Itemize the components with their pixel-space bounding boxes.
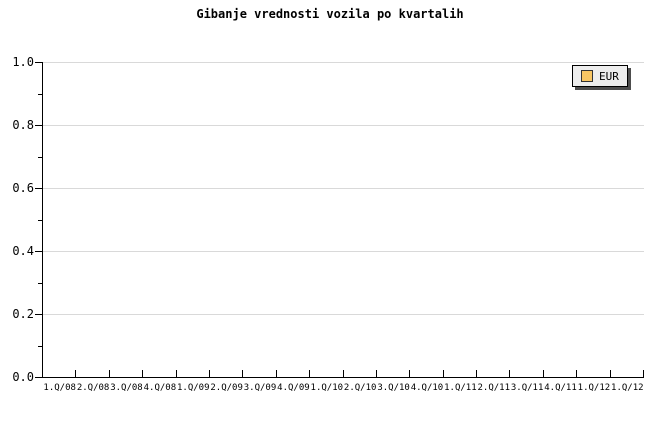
- y-axis-tick-label: 0.2: [12, 307, 34, 321]
- x-axis-tick-label: 1.Q/12: [577, 383, 611, 393]
- y-axis-tick-label: 1.0: [12, 55, 34, 69]
- legend-label-eur: EUR: [599, 69, 619, 83]
- x-axis-tick: [442, 370, 444, 377]
- y-gridline: [43, 314, 644, 315]
- x-axis-tick: [108, 370, 110, 377]
- x-axis-tick: [409, 370, 411, 377]
- x-axis-tick-label: 2.Q/08: [76, 383, 110, 393]
- x-axis-tick-label: 3.Q/10: [377, 383, 410, 393]
- legend: EUR: [572, 65, 628, 87]
- x-axis-tick: [208, 370, 210, 377]
- y-gridline: [43, 188, 644, 189]
- x-axis-tick: [643, 370, 644, 377]
- x-axis-tick-label: 1.Q/10: [310, 383, 344, 393]
- x-axis-tick-label: 3.Q/08: [110, 383, 143, 393]
- x-axis-tick: [142, 370, 144, 377]
- plot-area: 0.0 0.2 0.4 0.6 0.8 1.0 1.Q/08 2.Q/08 3.Q/08 4.Q/…: [12, 56, 644, 393]
- y-gridline: [43, 62, 644, 63]
- x-axis-tick-label: 1.Q/09: [176, 383, 210, 393]
- x-axis-tick-label: 3.Q/09: [243, 383, 277, 393]
- y-axis-minor-tick: [38, 282, 43, 284]
- y-axis-minor-tick: [38, 345, 43, 347]
- y-axis-major-tick: [35, 188, 43, 189]
- y-axis-major-tick: [35, 62, 43, 63]
- y-axis-major-tick: [35, 314, 43, 315]
- x-axis-tick-label: 3.Q/11: [510, 383, 544, 393]
- y-gridline: [43, 251, 644, 252]
- x-axis-tick: [542, 370, 544, 377]
- y-axis-minor-tick: [38, 156, 43, 158]
- x-axis-tick: [375, 370, 377, 377]
- x-axis-tick: [275, 370, 277, 377]
- x-axis-tick-label: 1.Q/11: [444, 383, 477, 393]
- x-axis-tick: [242, 370, 244, 377]
- y-axis-minor-tick: [38, 219, 43, 221]
- x-axis-tick-label: 1.Q/08: [43, 383, 76, 393]
- x-axis-tick: [609, 370, 611, 377]
- y-axis-tick-label: 0.4: [12, 244, 34, 258]
- x-axis-tick-label: 2.Q/11: [477, 383, 511, 393]
- x-axis-tick-label: 4.Q/10: [410, 383, 444, 393]
- y-axis-major-tick: [35, 125, 43, 126]
- x-axis-tick-label: 2.Q/10: [343, 383, 377, 393]
- x-axis-tick: [476, 370, 478, 377]
- x-axis-tick: [342, 370, 344, 377]
- y-axis-minor-tick: [38, 93, 43, 95]
- y-gridline: [43, 125, 644, 126]
- x-axis-tick-label: 4.Q/08: [143, 383, 177, 393]
- x-axis-tick-label: 2.Q/09: [210, 383, 243, 393]
- eur-series-swatch-icon: [581, 70, 593, 82]
- y-axis-major-tick: [35, 251, 43, 252]
- x-axis-tick: [75, 370, 77, 377]
- y-axis-tick-label: 0.6: [12, 181, 34, 195]
- y-axis-tick-label: 0.0: [12, 370, 34, 384]
- x-axis-tick: [309, 370, 311, 377]
- x-axis-tick: [175, 370, 177, 377]
- y-axis-major-tick: [35, 377, 43, 378]
- x-axis-tick-label: 4.Q/09: [277, 383, 310, 393]
- x-axis-tick: [576, 370, 578, 377]
- y-axis-tick-label: 0.8: [12, 118, 34, 132]
- x-axis-tick-label: 4.Q/11: [544, 383, 577, 393]
- x-axis-tick-label: 1.Q/12: [611, 383, 644, 393]
- x-axis-tick: [509, 370, 511, 377]
- chart-title: Gibanje vrednosti vozila po kvartalih: [196, 7, 464, 21]
